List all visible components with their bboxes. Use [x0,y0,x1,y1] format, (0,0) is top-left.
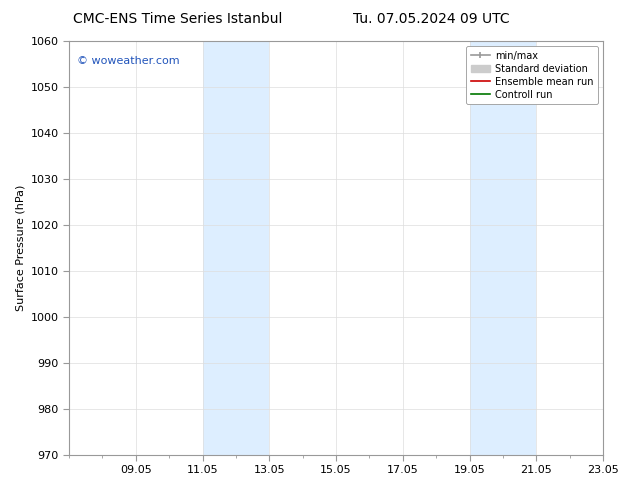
Y-axis label: Surface Pressure (hPa): Surface Pressure (hPa) [15,185,25,311]
Bar [470,41,536,455]
Text: Tu. 07.05.2024 09 UTC: Tu. 07.05.2024 09 UTC [353,12,510,26]
Bar [203,41,269,455]
Legend: min/max, Standard deviation, Ensemble mean run, Controll run: min/max, Standard deviation, Ensemble me… [466,46,598,104]
Text: CMC-ENS Time Series Istanbul: CMC-ENS Time Series Istanbul [73,12,282,26]
Text: © woweather.com: © woweather.com [77,55,179,66]
